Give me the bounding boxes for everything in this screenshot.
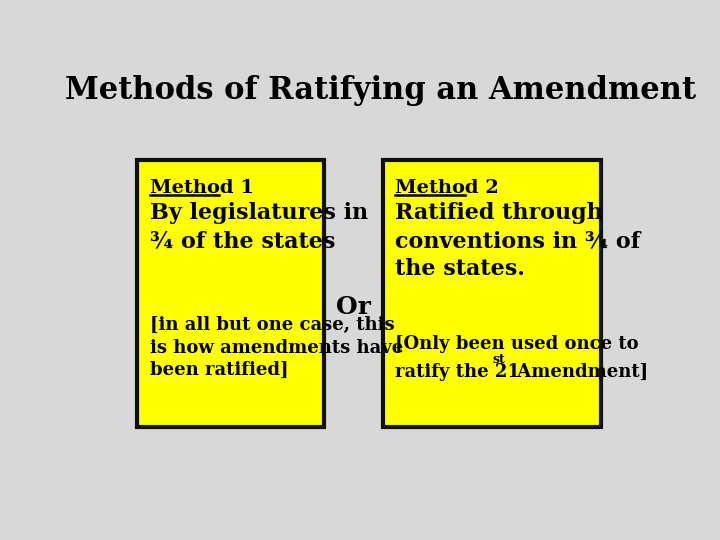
FancyBboxPatch shape: [383, 160, 600, 427]
Text: Methods of Ratifying an Amendment: Methods of Ratifying an Amendment: [65, 75, 696, 106]
Text: Method 1: Method 1: [150, 179, 253, 197]
Text: Method 2: Method 2: [395, 179, 499, 197]
Text: [Only been used once to: [Only been used once to: [395, 335, 639, 353]
Text: st: st: [493, 353, 505, 366]
Text: Ratified through
conventions in ¾ of
the states.: Ratified through conventions in ¾ of the…: [395, 202, 641, 280]
Text: ratify the 21: ratify the 21: [395, 363, 520, 381]
Text: By legislatures in
¾ of the states: By legislatures in ¾ of the states: [150, 202, 368, 252]
Text: Amendment]: Amendment]: [511, 363, 649, 381]
Text: [in all but one case, this
is how amendments have
been ratified]: [in all but one case, this is how amendm…: [150, 316, 403, 379]
FancyBboxPatch shape: [138, 160, 324, 427]
Text: Or: Or: [336, 295, 371, 319]
